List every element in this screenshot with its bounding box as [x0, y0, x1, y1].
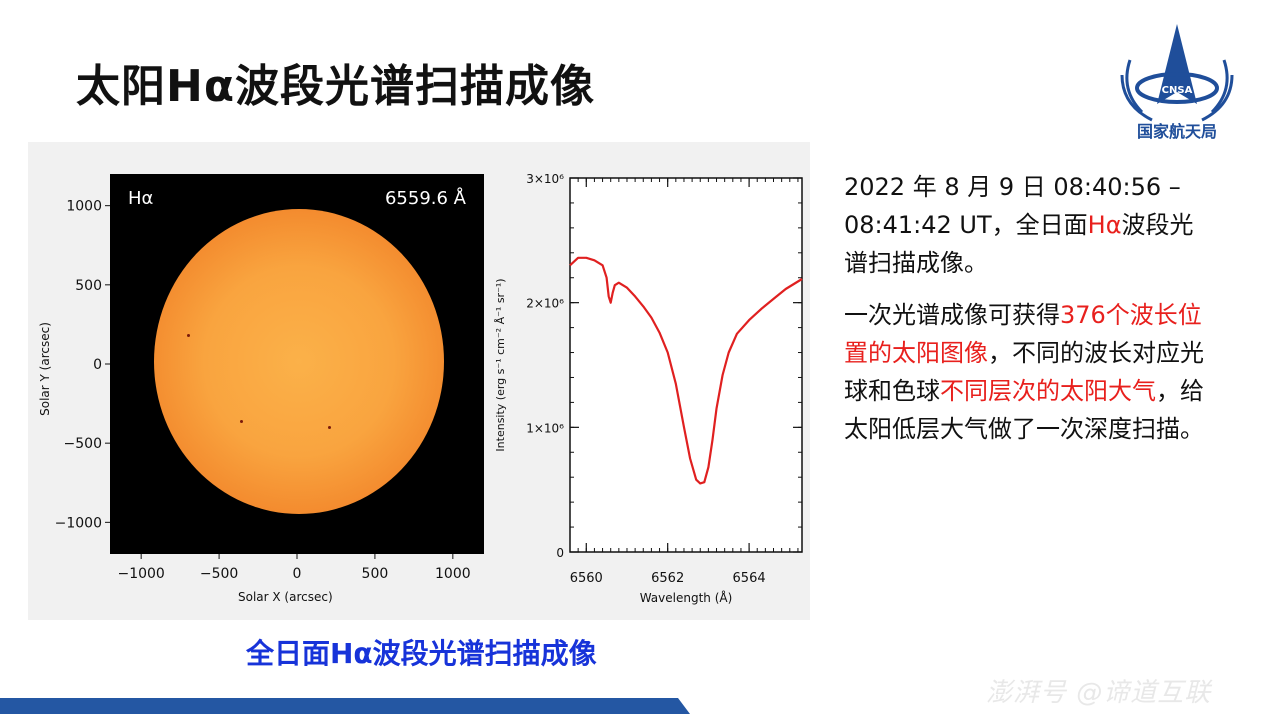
- watermark: 澎湃号 @谛道互联: [986, 678, 1212, 708]
- logo-name: 国家航天局: [1136, 122, 1217, 141]
- figure-caption: 全日面Hα波段光谱扫描成像: [246, 637, 597, 670]
- body-text: 2022 年 8 月 9 日 08:40:56 –: [844, 173, 1181, 201]
- sun-y-tick-label: 1000: [66, 199, 102, 215]
- highlight-text: Hα: [1087, 211, 1122, 239]
- plot-frame: [569, 177, 803, 553]
- sun-x-tick-label: −500: [200, 566, 238, 582]
- body-text: ，给太阳低层大气做了一次深度扫描。: [844, 377, 1204, 443]
- spectrum-line: [569, 256, 803, 485]
- sun-x-tick-label: 0: [293, 566, 302, 582]
- sun-y-tick-label: −500: [64, 436, 102, 452]
- highlight-text: 376个波长位置的太阳图像: [844, 301, 1202, 367]
- sun-y-axis-title: Solar Y (arcsec): [37, 322, 52, 416]
- sun-y-tick-label: 0: [93, 357, 102, 373]
- body-text: 波段光谱扫描成像。: [844, 211, 1194, 277]
- sun-x-axis-title: Solar X (arcsec): [238, 590, 333, 604]
- footer-bar: [0, 698, 690, 714]
- panel-label-right: 6559.6 Å: [384, 188, 466, 209]
- y-axis-title: Intensity (erg s⁻¹ cm⁻² Å⁻¹ sr⁻¹): [494, 278, 507, 451]
- body-text: ，不同的波长对应光球和色球: [844, 339, 1204, 405]
- sun-x-tick-label: 1000: [435, 566, 471, 582]
- description-text: 2022 年 8 月 9 日 08:40:56 – 08:41:42 UT，全日面…: [844, 168, 1214, 448]
- y-tick-label: 2×10⁶: [526, 297, 564, 311]
- cnsa-logo: CNSA: [1120, 24, 1234, 122]
- sun-x-tick-label: −1000: [117, 566, 164, 582]
- x-tick-label: 6560: [570, 571, 603, 586]
- highlight-text: 不同层次的太阳大气: [940, 377, 1156, 405]
- sunspot: [328, 426, 331, 429]
- panel-label-left: Hα: [128, 188, 154, 209]
- sun-y-tick-label: −1000: [55, 515, 102, 531]
- sunspot: [187, 334, 190, 337]
- x-axis-title: Wavelength (Å): [640, 590, 733, 605]
- slide-title: 太阳Hα波段光谱扫描成像: [76, 61, 596, 112]
- logo-emblem-text: CNSA: [1162, 85, 1193, 96]
- spectrum-chart: 6560 6562 6564 0 1×10⁶ 2×10⁶ 3×10⁶ Wavelength (…: [494, 172, 803, 605]
- sun-x-tick-label: 500: [362, 566, 389, 582]
- paragraph-2: 一次光谱成像可获得376个波长位置的太阳图像，不同的波长对应光球和色球不同层次的…: [844, 296, 1214, 448]
- y-tick-label: 1×10⁶: [526, 421, 564, 435]
- sun-y-tick-label: 500: [75, 278, 102, 294]
- sun-image-axes: −1000 −500 0 500 1000 1000 500 0 −500 −1000: [55, 199, 471, 582]
- sunspot: [240, 420, 243, 423]
- sun-image-panel: Hα 6559.6 Å: [110, 174, 484, 554]
- x-tick-label: 6562: [651, 571, 684, 586]
- body-text: 一次光谱成像可获得: [844, 301, 1060, 329]
- y-tick-label: 0: [556, 546, 564, 560]
- solar-disk: [154, 209, 444, 514]
- x-tick-label: 6564: [733, 571, 766, 586]
- y-tick-label: 3×10⁶: [526, 172, 564, 186]
- paragraph-1: 2022 年 8 月 9 日 08:40:56 – 08:41:42 UT，全日面…: [844, 168, 1214, 282]
- body-text: 08:41:42 UT，全日面: [844, 211, 1088, 239]
